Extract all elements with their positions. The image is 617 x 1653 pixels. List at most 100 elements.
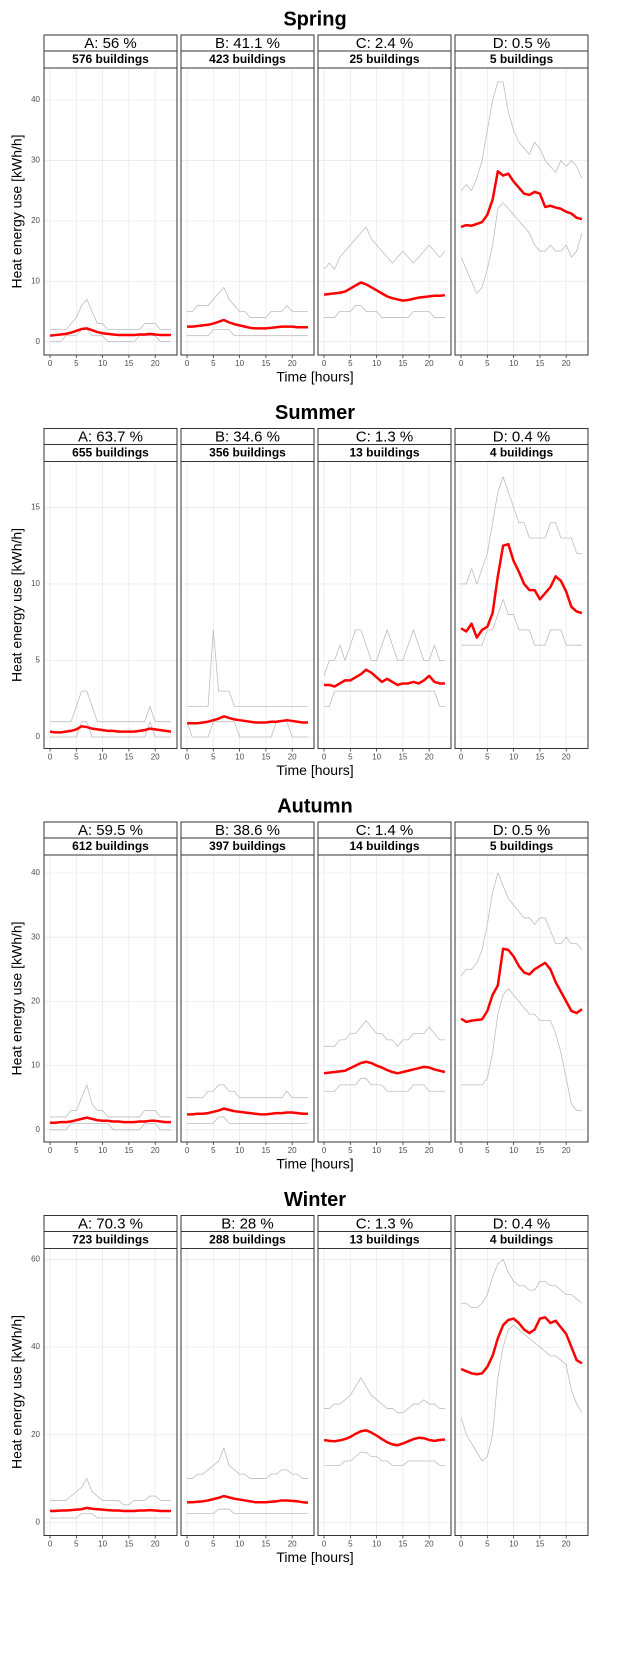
y-tick-label: 5 (36, 656, 41, 665)
facet-label: C: 1.3 % (356, 1215, 414, 1232)
season-title: Autumn (277, 795, 353, 817)
x-tick-label: 15 (124, 359, 133, 368)
y-tick-label: 0 (36, 1517, 41, 1526)
panel (454, 461, 589, 749)
x-tick-label: 15 (124, 1540, 133, 1549)
building-line (461, 598, 582, 646)
x-tick-label: 5 (348, 359, 353, 368)
facet-label: D: 0.5 % (493, 822, 551, 839)
x-tick-label: 20 (288, 1146, 297, 1155)
building-line (460, 202, 583, 294)
facet-sublabel: 13 buildings (349, 446, 419, 460)
x-tick-label: 15 (535, 1540, 544, 1549)
building-line (324, 1451, 445, 1466)
panel-border (180, 854, 315, 1143)
facet-label: D: 0.5 % (493, 35, 551, 52)
facet-label: D: 0.4 % (493, 428, 551, 445)
y-tick-label: 10 (31, 579, 40, 588)
x-tick-label: 15 (124, 1146, 133, 1155)
x-tick-label: 10 (372, 1540, 381, 1549)
facet-sublabel: 612 buildings (72, 839, 149, 853)
facet-sublabel: 25 buildings (349, 52, 419, 66)
y-tick-label: 0 (36, 732, 41, 741)
x-tick-label: 20 (288, 1540, 297, 1549)
x-tick-label: 10 (509, 359, 518, 368)
x-tick-label: 10 (98, 1540, 107, 1549)
mean-line (187, 318, 308, 330)
x-tick-label: 15 (535, 753, 544, 762)
x-tick-label: 5 (211, 753, 216, 762)
building-line (50, 1084, 171, 1118)
x-tick-label: 0 (48, 1540, 53, 1549)
x-tick-label: 20 (151, 1146, 160, 1155)
mean-line (49, 327, 171, 337)
panel (43, 854, 178, 1143)
x-tick-label: 20 (562, 1146, 571, 1155)
y-axis-label: Heat energy use [kWh/h] (9, 528, 25, 682)
x-tick-label: 15 (261, 1540, 270, 1549)
building-line (187, 286, 308, 318)
mean-line (323, 1429, 446, 1447)
building-line (50, 299, 171, 331)
x-tick-label: 0 (322, 359, 327, 368)
panel-border (454, 67, 589, 356)
x-tick-label: 0 (185, 359, 190, 368)
y-tick-label: 20 (31, 1430, 40, 1439)
x-tick-label: 20 (425, 1540, 434, 1549)
mean-line (460, 1316, 583, 1376)
building-line (324, 1078, 445, 1092)
x-tick-label: 0 (48, 359, 53, 368)
panel-border (43, 854, 178, 1143)
building-line (50, 690, 171, 723)
x-tick-label: 0 (48, 1146, 53, 1155)
x-tick-label: 0 (459, 359, 464, 368)
building-line (461, 988, 582, 1111)
panel (317, 854, 452, 1143)
x-tick-label: 20 (151, 753, 160, 762)
facet-sublabel: 4 buildings (490, 446, 554, 460)
x-tick-label: 0 (459, 753, 464, 762)
building-line (50, 1122, 171, 1131)
season-title: Winter (284, 1189, 346, 1211)
x-tick-label: 5 (74, 753, 79, 762)
panel (454, 854, 589, 1143)
x-tick-label: 10 (372, 359, 381, 368)
building-line (187, 629, 308, 707)
x-axis-label: Time [hours] (276, 1549, 353, 1565)
panel-border (317, 67, 452, 356)
panel (180, 461, 315, 749)
building-line (50, 721, 171, 738)
x-tick-label: 15 (124, 753, 133, 762)
x-tick-label: 5 (485, 1540, 490, 1549)
x-tick-label: 10 (235, 359, 244, 368)
panel-border (454, 854, 589, 1143)
x-tick-label: 5 (74, 1540, 79, 1549)
x-tick-label: 20 (425, 1146, 434, 1155)
building-line (186, 721, 308, 738)
x-tick-label: 20 (425, 359, 434, 368)
facet-sublabel: 4 buildings (490, 1233, 554, 1247)
x-tick-label: 15 (261, 753, 270, 762)
y-axis-label: Heat energy use [kWh/h] (9, 921, 25, 1075)
facet-label: B: 41.1 % (215, 35, 280, 52)
x-tick-label: 0 (322, 1540, 327, 1549)
facet-label: C: 2.4 % (356, 35, 414, 52)
y-tick-label: 0 (36, 1125, 41, 1134)
building-line (187, 1447, 308, 1479)
panel (43, 1248, 178, 1536)
panel-border (43, 1248, 178, 1536)
building-line (461, 476, 582, 585)
x-tick-label: 10 (509, 753, 518, 762)
facet-sublabel: 655 buildings (72, 446, 149, 460)
facet-sublabel: 397 buildings (209, 839, 286, 853)
x-tick-label: 20 (562, 1540, 571, 1549)
x-tick-label: 15 (261, 1146, 270, 1155)
facet-label: D: 0.4 % (493, 1215, 551, 1232)
y-tick-label: 20 (31, 216, 40, 225)
building-line (324, 1377, 445, 1414)
x-tick-label: 5 (74, 359, 79, 368)
y-tick-label: 60 (31, 1255, 40, 1264)
x-tick-label: 20 (151, 359, 160, 368)
facet-sublabel: 5 buildings (490, 839, 554, 853)
